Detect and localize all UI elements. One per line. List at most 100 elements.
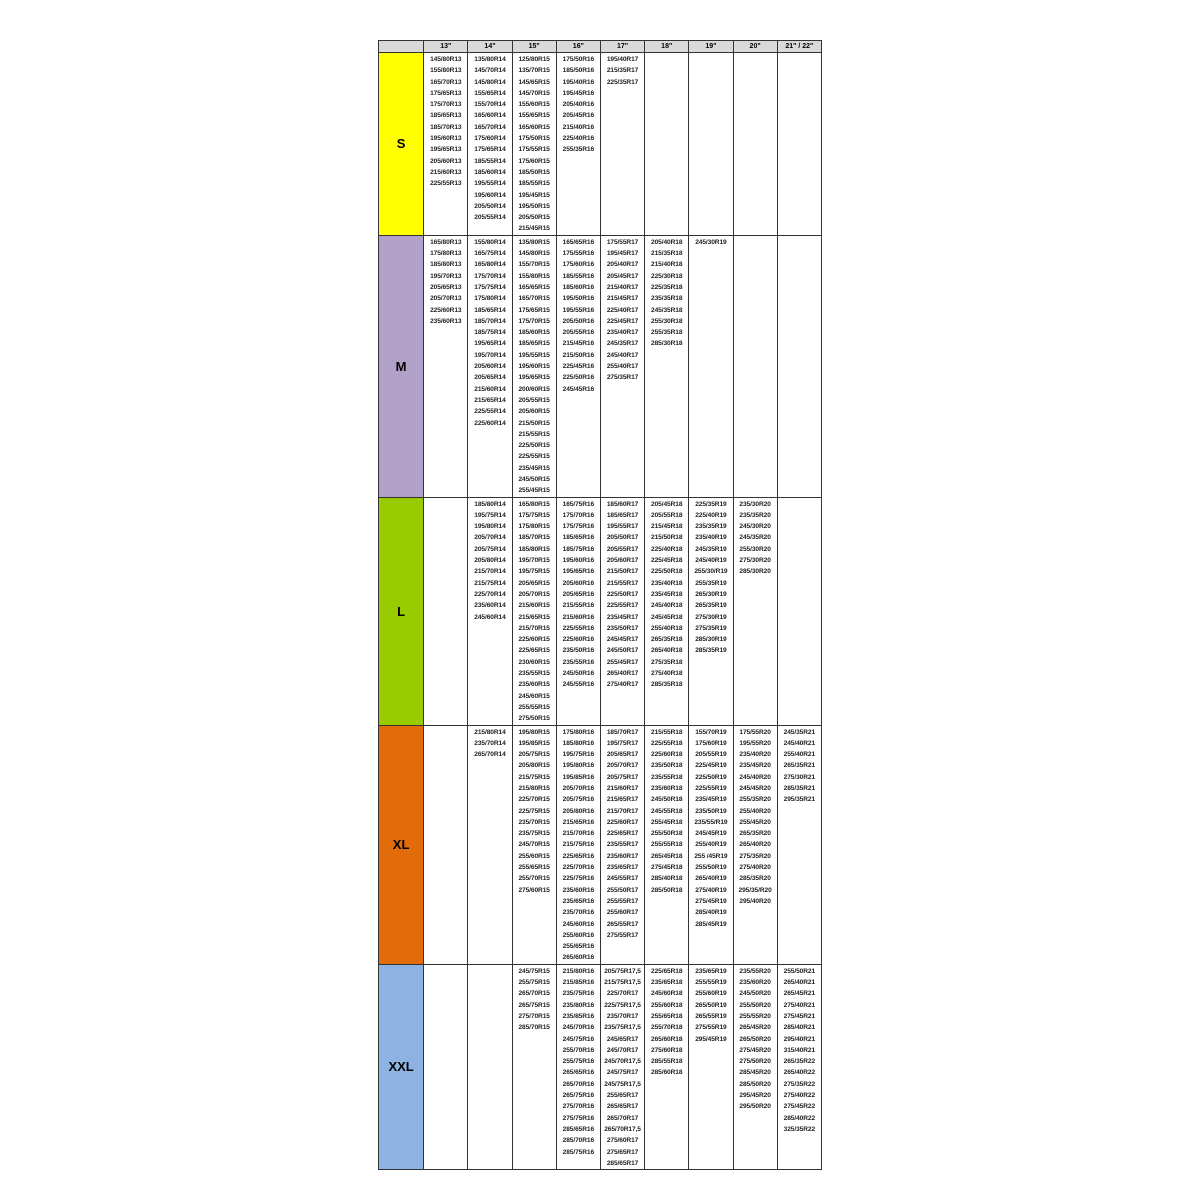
tyre-list-cell: 175/50R16 185/50R16 195/40R16 195/45R16 205/… — [555, 52, 601, 236]
tyre-size: 255/40R18 — [651, 624, 683, 632]
tyre-size: 235/55R16 — [562, 658, 595, 666]
tyre-list-cell — [644, 52, 690, 236]
tyre-size: 185/80R14 — [474, 500, 506, 508]
tyre-size: 175/60R14 — [474, 135, 506, 143]
tyre-list-cell: 135/80R14 145/70R14 145/80R14 155/65R14 155/… — [467, 52, 513, 236]
tyre-size: 195/65R15 — [518, 374, 550, 382]
tyre-size: 195/85R16 — [562, 773, 595, 781]
tyre-size: 175/55R15 — [518, 146, 550, 154]
tyre-size: 245/40R18 — [651, 602, 683, 610]
tyre-size: 255/30R18 — [651, 317, 683, 325]
tyre-size: 175/60R19 — [695, 739, 727, 747]
tyre-size: 285/30R18 — [651, 340, 683, 348]
tyre-size: 195/60R16 — [562, 557, 595, 565]
tyre-size: 175/50R15 — [518, 135, 550, 143]
tyre-size: 285/70R16 — [562, 1137, 595, 1145]
tyre-size: 195/60R13 — [430, 135, 462, 143]
tyre-size: 215/55R16 — [562, 602, 595, 610]
tyre-size: 265/70R14 — [474, 751, 506, 759]
tyre-size: 235/65R18 — [651, 979, 683, 987]
tyre-size: 285/35R20 — [739, 875, 771, 883]
tyre-list-cell: 235/30R20 235/35R20 245/30R20 245/35R20 255/… — [732, 496, 778, 726]
tyre-size: 245/50R17 — [606, 647, 639, 655]
tyre-size: 265/70R17 — [606, 1114, 639, 1122]
tyre-size: 245/45R20 — [739, 785, 771, 792]
column-header-rim-size: 17" — [599, 40, 646, 53]
tyre-size: 265/45R20 — [739, 1024, 771, 1032]
tyre-size: 275/60R15 — [518, 886, 550, 894]
tyre-size: 235/40R17 — [606, 329, 639, 337]
tyre-size: 185/80R13 — [430, 261, 462, 269]
tyre-size: 245/40R20 — [739, 773, 771, 781]
tyre-size: 195/65R16 — [562, 568, 595, 576]
tyre-size: 215/60R17 — [606, 785, 639, 792]
tyre-size: 215/80R16 — [562, 967, 595, 975]
tyre-list-cell — [688, 52, 734, 236]
tyre-size: 185/65R16 — [562, 534, 595, 542]
tyre-size: 285/45R19 — [695, 920, 727, 928]
tyre-size: 225/70R15 — [518, 796, 550, 804]
tyre-size: 185/50R15 — [518, 168, 550, 176]
tyre-size: 145/70R14 — [474, 67, 506, 75]
column-header-rim-size: 16" — [555, 40, 601, 53]
tyre-size: 245/60R16 — [562, 920, 595, 928]
tyre-size: 295/45R20 — [739, 1092, 771, 1100]
tyre-size: 225/55R19 — [695, 785, 727, 792]
tyre-size: 135/80R15 — [518, 238, 550, 246]
tyre-size: 155/70R15 — [518, 261, 550, 269]
tyre-list-cell: 205/75R17,5 215/75R17,5 225/70R17 225/75R17… — [599, 963, 646, 1171]
tyre-size: 245/45R17 — [606, 636, 639, 644]
tyre-size: 215/65R17 — [606, 796, 639, 804]
tyre-size: 255/45R20 — [739, 818, 771, 826]
tyre-size: 255/50R17 — [606, 886, 639, 894]
tyre-size: 225/45R17 — [606, 317, 639, 325]
tyre-size: 205/65R17 — [606, 751, 639, 759]
tyre-size: 165/70R14 — [474, 123, 506, 131]
tyre-size: 225/35R18 — [651, 283, 683, 291]
tyre-size: 185/65R13 — [430, 112, 462, 120]
tyre-size: 215/45R17 — [606, 295, 639, 303]
tyre-size: 230/60R15 — [518, 658, 550, 666]
tyre-size: 185/80R15 — [518, 545, 550, 553]
tyre-size: 245/30R19 — [695, 238, 727, 246]
tyre-size: 215/50R18 — [651, 534, 683, 542]
tyre-size: 235/60R17 — [606, 852, 639, 860]
tyre-size: 195/40R17 — [606, 56, 639, 63]
tyre-size: 205/50R14 — [474, 202, 506, 210]
tyre-size: 225/60R16 — [562, 636, 595, 644]
tyre-size: 205/45R16 — [562, 112, 595, 120]
tyre-size: 245/70R17,5 — [604, 1058, 641, 1066]
tyre-size: 265/40R22 — [783, 1069, 816, 1077]
tyre-size: 175/65R14 — [474, 146, 506, 154]
tyre-size: 205/75R17,5 — [604, 967, 641, 975]
tyre-size: 145/70R15 — [518, 89, 550, 97]
tyre-size: 125/80R15 — [518, 56, 550, 63]
tyre-list-cell: 165/75R16 175/70R16 175/75R16 185/65R16 185/… — [555, 496, 601, 726]
tyre-size: 185/60R14 — [474, 168, 506, 176]
tyre-size: 155/70R19 — [695, 728, 727, 736]
size-label: XXL — [377, 963, 425, 1171]
tyre-size: 195/50R16 — [562, 295, 595, 303]
tyre-size: 205/70R14 — [474, 534, 506, 542]
tyre-size: 255/55R18 — [651, 841, 683, 849]
tyre-size: 235/45R18 — [651, 590, 683, 598]
tyre-size: 265/70R17,5 — [604, 1125, 641, 1133]
tyre-size: 275/35R17 — [606, 374, 639, 382]
tyre-size: 225/40R19 — [695, 511, 727, 519]
tyre-size: 175/65R15 — [518, 306, 550, 314]
tyre-size: 215/60R16 — [562, 613, 595, 621]
tyre-size: 235/60R13 — [430, 317, 462, 325]
tyre-list-cell: 245/75R15 255/75R15 265/70R15 265/75R15 275/… — [511, 963, 557, 1171]
tyre-size: 225/75R15 — [518, 807, 550, 815]
tyre-size: 235/60R20 — [739, 979, 771, 987]
tyre-size: 215/45R15 — [518, 225, 550, 233]
tyre-size: 165/70R13 — [430, 78, 462, 86]
tyre-size: 225/70R16 — [562, 864, 595, 872]
tyre-list-cell: 155/80R14 165/75R14 165/80R14 175/70R14 175/… — [467, 234, 513, 498]
tyre-size: 255/40R17 — [606, 363, 639, 371]
tyre-size: 205/60R16 — [562, 579, 595, 587]
tyre-list-cell: 155/70R19 175/60R19 205/55R19 225/45R19 225/… — [688, 724, 734, 965]
tyre-size: 245/50R16 — [562, 670, 595, 678]
tyre-size: 245/75R17 — [606, 1069, 639, 1077]
tyre-list-cell: 215/55R18 225/55R18 225/60R18 235/50R18 235/… — [644, 724, 690, 965]
